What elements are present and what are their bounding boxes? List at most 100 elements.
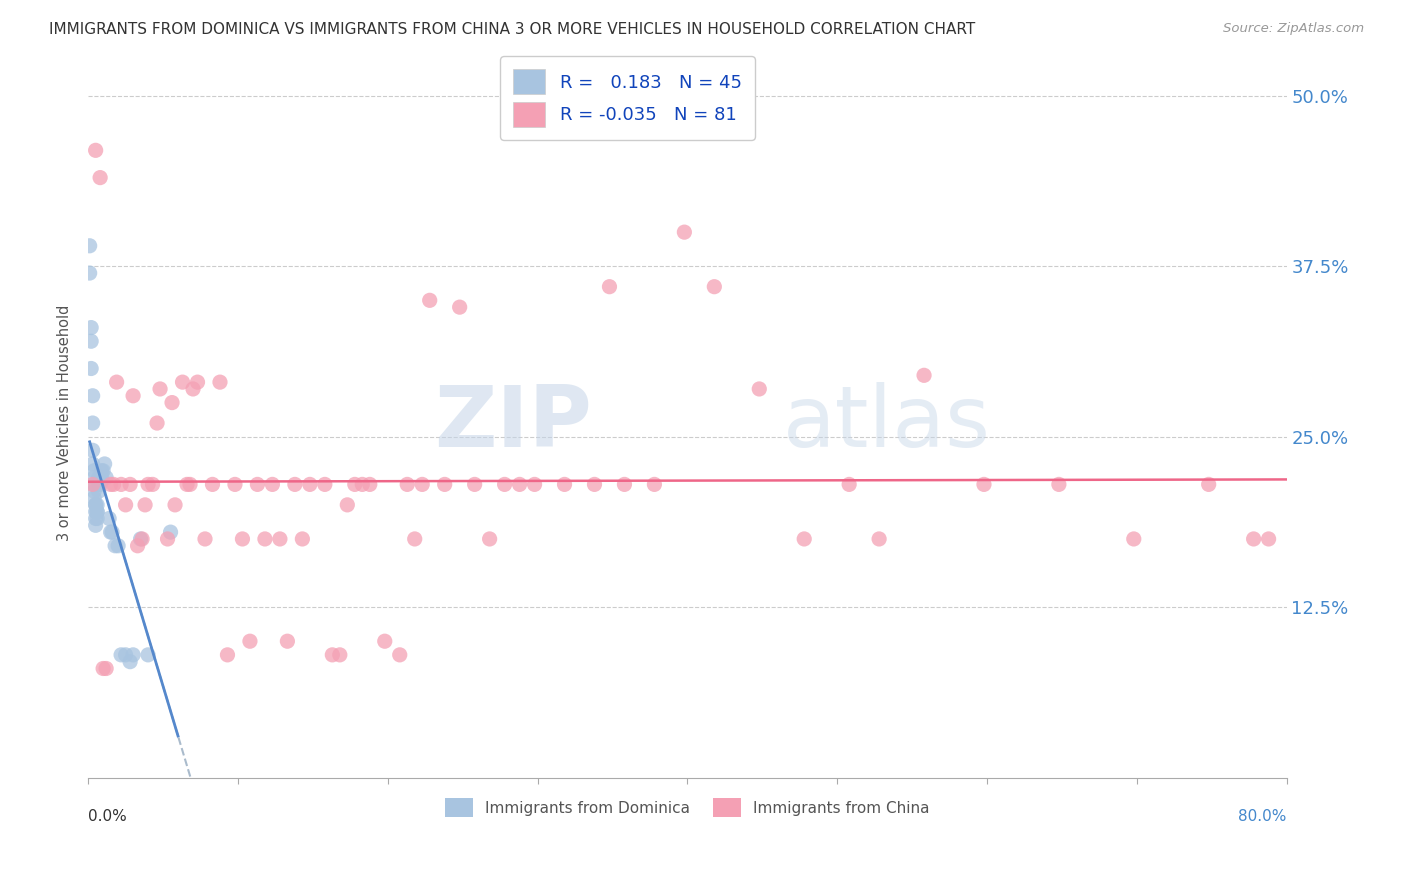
Point [82, 457, 104, 471]
Point [86, 511, 108, 525]
Point [80, 361, 103, 376]
Point [79, 266, 101, 280]
Point [156, 532, 179, 546]
Point [86, 505, 108, 519]
Point [83, 470, 105, 484]
Point [93, 457, 115, 471]
Point [912, 368, 935, 383]
Point [82, 389, 104, 403]
Point [523, 477, 546, 491]
Point [90, 464, 112, 478]
Point [80, 334, 103, 349]
Point [94, 661, 117, 675]
Point [127, 539, 149, 553]
Point [122, 648, 145, 662]
Point [343, 477, 366, 491]
Point [98, 511, 121, 525]
Point [87, 477, 110, 491]
Point [276, 634, 298, 648]
Point [464, 477, 486, 491]
Point [336, 498, 359, 512]
Point [87, 470, 110, 484]
Point [269, 532, 291, 546]
Point [110, 648, 132, 662]
Point [160, 395, 183, 409]
Point [172, 375, 194, 389]
Point [82, 443, 104, 458]
Point [352, 477, 374, 491]
Point [673, 225, 696, 239]
Point [101, 525, 124, 540]
Point [419, 293, 441, 308]
Point [224, 477, 246, 491]
Point [91, 464, 114, 478]
Point [89, 477, 111, 491]
Point [84, 144, 107, 158]
Text: ZIP: ZIP [433, 382, 592, 465]
Point [217, 648, 239, 662]
Point [973, 477, 995, 491]
Point [246, 477, 269, 491]
Point [91, 661, 114, 675]
Point [321, 648, 343, 662]
Point [84, 505, 107, 519]
Point [1198, 477, 1220, 491]
Point [103, 477, 125, 491]
Point [748, 382, 770, 396]
Point [494, 477, 516, 491]
Point [90, 470, 112, 484]
Point [598, 279, 620, 293]
Point [142, 477, 165, 491]
Point [359, 477, 381, 491]
Point [1122, 532, 1144, 546]
Point [120, 655, 142, 669]
Point [86, 498, 108, 512]
Point [122, 389, 145, 403]
Point [284, 477, 307, 491]
Point [94, 470, 117, 484]
Point [83, 464, 105, 478]
Point [134, 498, 156, 512]
Point [84, 511, 107, 525]
Point [105, 375, 128, 389]
Point [179, 477, 201, 491]
Point [201, 477, 224, 491]
Text: 0.0%: 0.0% [89, 809, 127, 824]
Point [159, 525, 181, 540]
Point [291, 532, 314, 546]
Point [793, 532, 815, 546]
Point [1257, 532, 1279, 546]
Point [83, 484, 105, 499]
Point [84, 498, 107, 512]
Text: Source: ZipAtlas.com: Source: ZipAtlas.com [1223, 22, 1364, 36]
Point [478, 532, 501, 546]
Point [114, 648, 136, 662]
Point [83, 477, 105, 491]
Point [703, 279, 725, 293]
Point [82, 477, 104, 491]
Point [329, 648, 352, 662]
Point [396, 477, 419, 491]
Point [868, 532, 890, 546]
Point [84, 518, 107, 533]
Point [80, 320, 103, 334]
Point [89, 170, 111, 185]
Point [404, 532, 426, 546]
Legend: Immigrants from Dominica, Immigrants from China: Immigrants from Dominica, Immigrants fro… [439, 792, 935, 823]
Point [100, 477, 122, 491]
Point [231, 532, 253, 546]
Point [136, 648, 159, 662]
Point [186, 375, 208, 389]
Point [136, 477, 159, 491]
Point [388, 648, 411, 662]
Point [643, 477, 665, 491]
Point [554, 477, 576, 491]
Point [298, 477, 321, 491]
Point [120, 477, 142, 491]
Text: 80.0%: 80.0% [1239, 809, 1286, 824]
Point [83, 491, 105, 505]
Point [583, 477, 606, 491]
Point [104, 539, 127, 553]
Point [411, 477, 433, 491]
Point [107, 539, 129, 553]
